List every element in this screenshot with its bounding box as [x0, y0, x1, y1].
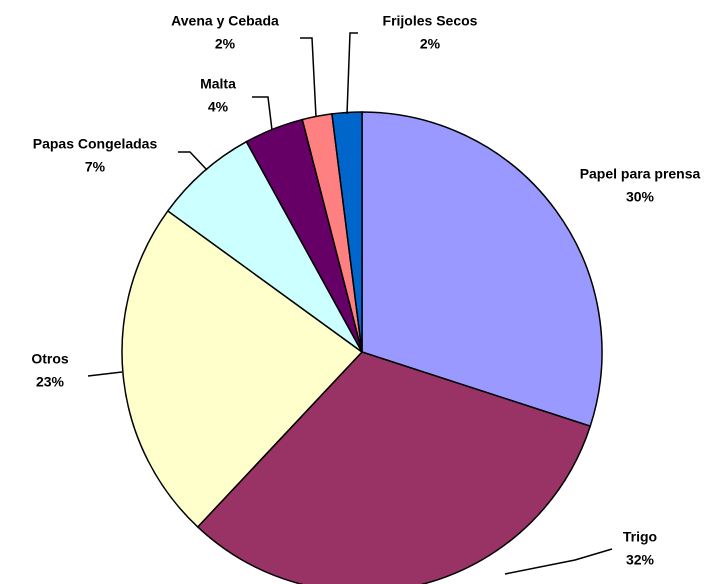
- leader-lines: [87, 32, 613, 575]
- slice-label: Trigo: [623, 529, 657, 545]
- slice-label: Papel para prensa: [580, 166, 701, 182]
- slice: [361, 111, 603, 428]
- leader-line: [252, 96, 273, 131]
- leader-line: [346, 32, 358, 115]
- slice-value-label: 32%: [626, 552, 655, 568]
- slice-value-label: 4%: [208, 99, 229, 115]
- leader-line: [300, 37, 317, 118]
- slice: [196, 351, 592, 584]
- slice-value-label: 7%: [85, 159, 106, 175]
- leader-line: [87, 371, 123, 377]
- slice-label: Avena y Cebada: [171, 13, 279, 29]
- slice-label: Frijoles Secos: [383, 13, 478, 29]
- slice-label: Otros: [31, 351, 69, 367]
- slice: [166, 140, 363, 353]
- leader-line: [504, 548, 613, 575]
- labels: Papel para prensa 30% Trigo 32% Otros 23% Papa…: [31, 13, 700, 568]
- slice-value-label: 2%: [215, 36, 236, 52]
- slice-value-label: 2%: [420, 36, 441, 52]
- slices: [121, 111, 603, 584]
- slice-value-label: 30%: [626, 189, 655, 205]
- slice-value-label: 23%: [36, 374, 65, 390]
- leader-line: [178, 151, 208, 171]
- slice: [121, 209, 364, 529]
- slice-label: Malta: [200, 76, 236, 92]
- slice-label: Papas Congeladas: [33, 136, 158, 152]
